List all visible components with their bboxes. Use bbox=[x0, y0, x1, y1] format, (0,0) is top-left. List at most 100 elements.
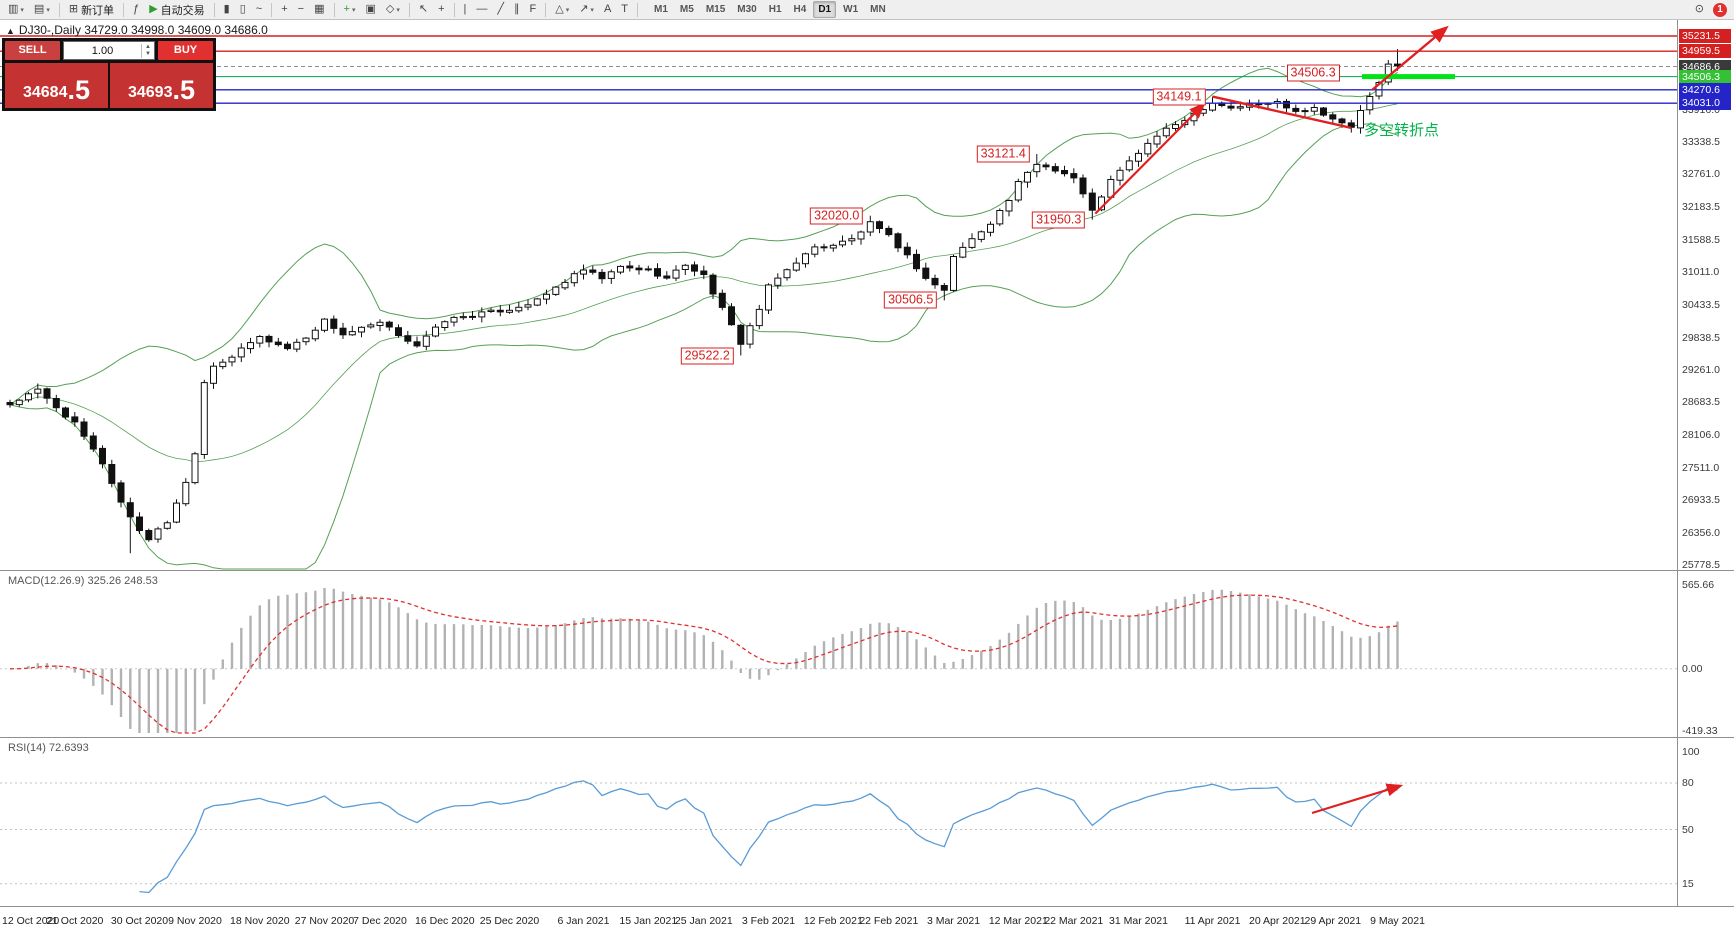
arrows-icon[interactable]: ↗ ▾ bbox=[575, 0, 598, 19]
sell-price-main: 34684 bbox=[22, 84, 68, 101]
time-axis[interactable] bbox=[0, 907, 1677, 943]
candlestick-icon: ▯ bbox=[239, 3, 246, 15]
panel-divider[interactable] bbox=[0, 570, 1734, 571]
indicators-icon[interactable]: + ▾ bbox=[340, 0, 360, 19]
price-annotation[interactable]: 34149.1 bbox=[1152, 88, 1206, 106]
dropdown-arrow-icon[interactable]: ▾ bbox=[565, 6, 570, 14]
dropdown-arrow-icon[interactable]: ▾ bbox=[46, 6, 50, 14]
text-icon[interactable]: A bbox=[600, 0, 615, 19]
buy-button[interactable]: BUY bbox=[158, 41, 213, 60]
objects-icon[interactable]: ◇ ▾ bbox=[382, 0, 404, 19]
notification-badge[interactable]: 1 bbox=[1713, 2, 1727, 17]
date-label: 11 Apr 2021 bbox=[1184, 915, 1241, 927]
horizontal-line-icon: — bbox=[476, 3, 488, 15]
price-axis-border bbox=[1677, 20, 1678, 907]
indicator-windows-icon: ▣ bbox=[365, 3, 376, 15]
date-label: 21 Oct 2020 bbox=[46, 915, 104, 927]
candlestick-icon[interactable]: ▯ bbox=[236, 0, 250, 19]
bollinger-bands bbox=[9, 67, 1398, 570]
tile-windows-icon[interactable]: ▦ bbox=[310, 0, 328, 19]
volume-spin-arrows[interactable]: ▲ ▼ bbox=[141, 43, 154, 58]
support-line-object[interactable] bbox=[1362, 74, 1455, 80]
timeframe-m1[interactable]: M1 bbox=[654, 4, 668, 15]
price-annotation[interactable]: 30506.5 bbox=[884, 291, 938, 309]
timeframe-mn[interactable]: MN bbox=[870, 4, 886, 15]
rsi-label: RSI(14) 72.6393 bbox=[8, 742, 89, 754]
dropdown-arrow-icon[interactable]: ▾ bbox=[590, 6, 594, 14]
price-annotation[interactable]: 31950.3 bbox=[1032, 211, 1086, 229]
timeframe-m5[interactable]: M5 bbox=[679, 4, 694, 15]
timeframe-d1[interactable]: D1 bbox=[813, 1, 837, 18]
timeframe-w1[interactable]: W1 bbox=[843, 4, 859, 15]
bar-chart-icon[interactable]: ▮ bbox=[220, 0, 234, 19]
dropdown-arrow-icon[interactable]: ▾ bbox=[351, 6, 356, 14]
price-annotation[interactable]: 34506.3 bbox=[1286, 64, 1340, 82]
horizontal-line-icon[interactable]: — bbox=[472, 0, 491, 19]
price-tick: 33338.5 bbox=[1682, 135, 1720, 148]
price-annotation[interactable]: 29522.2 bbox=[680, 347, 734, 364]
sell-quote[interactable]: 34684.5 bbox=[5, 63, 108, 108]
volume-up-icon[interactable]: ▲ bbox=[145, 43, 151, 50]
crosshair-icon[interactable]: + bbox=[434, 0, 448, 19]
panel-divider[interactable] bbox=[0, 906, 1734, 907]
autotrading-button[interactable]: ▶ 自动交易 bbox=[145, 0, 208, 19]
symbol-ohlc-text: DJ30-,Daily 34729.0 34998.0 34609.0 3468… bbox=[18, 23, 268, 37]
turning-point-annotation[interactable]: 多空转折点 bbox=[1364, 122, 1440, 139]
timeframe-h1[interactable]: H1 bbox=[768, 4, 782, 15]
price-tick: 31011.0 bbox=[1682, 266, 1720, 279]
channel-icon[interactable]: ∥ bbox=[510, 0, 524, 19]
dropdown-arrow-icon[interactable]: ▾ bbox=[20, 6, 24, 14]
indicator-windows-icon[interactable]: ▣ bbox=[361, 0, 379, 19]
cursor-icon[interactable]: ↖ bbox=[415, 0, 432, 19]
buy-quote[interactable]: 34693.5 bbox=[110, 63, 213, 108]
shapes-icon[interactable]: △ ▾ bbox=[551, 0, 573, 19]
toolbar-separator bbox=[123, 2, 125, 17]
zoom-out-icon[interactable]: − bbox=[294, 0, 308, 19]
volume-value[interactable]: 1.00 bbox=[91, 44, 114, 57]
fibonacci-icon[interactable]: F bbox=[525, 0, 540, 19]
trendline-icon[interactable]: ╱ bbox=[493, 0, 508, 19]
vertical-line-icon[interactable]: | bbox=[460, 0, 471, 19]
text-label-icon[interactable]: T bbox=[617, 0, 632, 19]
date-label: 31 Mar 2021 bbox=[1109, 915, 1168, 927]
profiles-icon[interactable]: ▤ ▾ bbox=[30, 0, 54, 19]
sell-button[interactable]: SELL bbox=[5, 41, 60, 60]
collapse-panel-icon[interactable]: ▲ bbox=[6, 26, 15, 36]
trend-arrows[interactable] bbox=[1094, 25, 1449, 215]
chart-search-icon[interactable]: ⊙ bbox=[1694, 3, 1704, 15]
arrows-icon: ↗ bbox=[579, 3, 589, 15]
timeframe-m15[interactable]: M15 bbox=[705, 4, 726, 15]
toolbar-separator bbox=[58, 2, 60, 17]
zoom-in-icon[interactable]: + bbox=[277, 0, 291, 19]
date-label: 25 Jan 2021 bbox=[674, 915, 733, 927]
fibonacci-icon: F bbox=[529, 3, 537, 15]
rsi-axis-value: 80 bbox=[1682, 777, 1694, 789]
new-chart-icon[interactable]: ▥ ▾ bbox=[4, 0, 28, 19]
dropdown-arrow-icon[interactable]: ▾ bbox=[396, 6, 400, 14]
channel-icon: ∥ bbox=[513, 3, 520, 15]
rsi-axis-value: 15 bbox=[1682, 877, 1694, 890]
price-tick: 32183.5 bbox=[1682, 200, 1720, 213]
new-order-button[interactable]: ⊞ 新订单 bbox=[65, 0, 118, 19]
panel-divider[interactable] bbox=[0, 737, 1734, 738]
price-annotation[interactable]: 33121.4 bbox=[976, 145, 1030, 163]
price-axis[interactable] bbox=[1678, 20, 1734, 906]
price-tick: 30433.5 bbox=[1682, 298, 1720, 311]
horizontal-level-lines[interactable] bbox=[0, 35, 1677, 104]
date-label: 12 Feb 2021 bbox=[803, 915, 863, 927]
volume-stepper[interactable]: 1.00 ▲ ▼ bbox=[63, 41, 155, 60]
rsi-axis-value: 100 bbox=[1682, 746, 1700, 758]
macd-label: MACD(12.26.9) 325.26 248.53 bbox=[8, 575, 158, 587]
trendline-icon: ╱ bbox=[497, 3, 504, 15]
volume-down-icon[interactable]: ▼ bbox=[145, 50, 151, 57]
line-chart-icon[interactable]: ~ bbox=[252, 0, 266, 19]
macd-histogram bbox=[18, 588, 1399, 733]
rsi-arrow[interactable] bbox=[1311, 783, 1404, 815]
timeframe-h4[interactable]: H4 bbox=[793, 4, 807, 15]
price-annotation[interactable]: 32020.0 bbox=[810, 207, 864, 225]
autotrading-button-label: 自动交易 bbox=[160, 4, 205, 17]
experts-icon[interactable]: ƒ bbox=[129, 0, 143, 19]
timeframe-m30[interactable]: M30 bbox=[737, 4, 757, 15]
